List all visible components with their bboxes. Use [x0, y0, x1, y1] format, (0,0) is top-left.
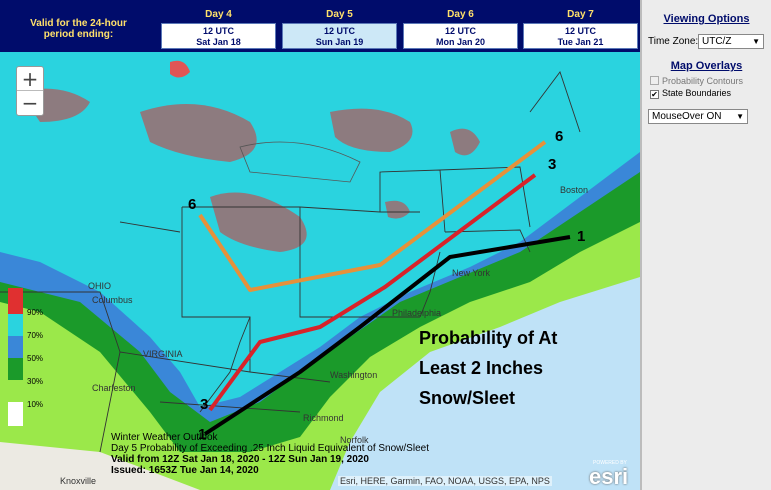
valid-label-line2: period ending:: [43, 29, 114, 40]
probability-line-orange: [198, 140, 547, 292]
probability-contours-label: Probability Contours: [662, 76, 744, 86]
caption-line: Day 5 Probability of Exceeding .25 Inch …: [111, 443, 429, 454]
viewing-options-title: Viewing Options: [663, 13, 750, 25]
place-label: OHIO: [88, 281, 112, 291]
day-name: Day 4: [205, 9, 232, 20]
legend-label: 10%: [27, 400, 44, 409]
day-name: Day 7: [567, 9, 594, 20]
map-canvas[interactable]: [0, 52, 640, 490]
line-label-red-start: 3: [200, 396, 209, 413]
state-boundaries: [0, 71, 581, 453]
place-label: Knoxville: [60, 476, 97, 486]
legend-swatch: [8, 336, 23, 358]
zoom-out-button[interactable]: −: [21, 91, 39, 115]
day-column-6: Day 6 12 UTC Mon Jan 20: [400, 0, 521, 52]
probability-90pct-area: [450, 128, 480, 156]
mouseover-value: MouseOver ON: [652, 111, 722, 122]
day-6-button[interactable]: 12 UTC Mon Jan 20: [403, 23, 518, 49]
legend-swatch: [8, 288, 23, 314]
day-column-7: Day 7 12 UTC Tue Jan 21: [520, 0, 641, 52]
place-label: Norfolk: [340, 435, 369, 445]
lake-outline: [239, 141, 361, 183]
legend-label: 30%: [27, 377, 44, 386]
map-overlays-title: Map Overlays: [670, 60, 743, 72]
caption-line: Issued: 1653Z Tue Jan 14, 2020: [111, 465, 259, 476]
time-zone-label: Time Zone:: [648, 36, 699, 47]
mouseover-select[interactable]: MouseOver ON ▼: [648, 109, 748, 124]
probability-90pct-area: [140, 104, 257, 162]
caption-line: Winter Weather Outlook: [111, 432, 218, 443]
day-time: 12 UTC: [202, 26, 234, 36]
valid-label-line1: Valid for the 24-hour: [30, 18, 127, 29]
day-name: Day 6: [447, 9, 474, 20]
legend-swatch: [8, 358, 23, 380]
annotation-line: Least 2 Inches: [419, 358, 544, 378]
day-time: 12 UTC: [444, 26, 476, 36]
valid-period-label: Valid for the 24-hour period ending:: [0, 0, 157, 52]
probability-90pct-spot: [170, 60, 190, 78]
esri-logo[interactable]: POWERED BY esri: [583, 460, 635, 489]
probability-line-red: [208, 173, 537, 412]
annotation-line: Snow/Sleet: [419, 388, 516, 408]
day-selector-header: Valid for the 24-hour period ending: Day…: [0, 0, 640, 52]
line-label-orange-start: 6: [188, 196, 197, 213]
day-date: Sat Jan 18: [196, 37, 241, 47]
zoom-in-button[interactable]: +: [17, 67, 43, 91]
legend-label: 50%: [27, 354, 44, 363]
place-label: Philadelphia: [392, 308, 442, 318]
legend-label: 90%: [27, 308, 44, 317]
time-zone-value: UTC/Z: [702, 36, 732, 47]
caption-line: Valid from 12Z Sat Jan 18, 2020 - 12Z Su…: [111, 454, 369, 465]
probability-contours-option[interactable]: Probability Contours: [650, 76, 743, 86]
place-label: Washington: [330, 370, 378, 380]
options-panel: Viewing Options Time Zone: UTC/Z ▼ Map O…: [640, 0, 771, 490]
state-boundaries-label: State Boundaries: [662, 88, 732, 98]
place-label: Boston: [560, 185, 589, 195]
map-attribution[interactable]: Esri, HERE, Garmin, FAO, NOAA, USGS, EPA…: [338, 476, 552, 486]
day-5-button[interactable]: 12 UTC Sun Jan 19: [282, 23, 397, 49]
esri-powered-text: POWERED BY: [593, 460, 627, 466]
line-label-black-end: 1: [577, 228, 586, 245]
day-name: Day 5: [326, 9, 353, 20]
day-time: 12 UTC: [323, 26, 355, 36]
state-boundaries-option[interactable]: ✔ State Boundaries: [650, 88, 731, 99]
time-zone-select[interactable]: UTC/Z ▼: [698, 34, 764, 49]
chevron-down-icon: ▼: [736, 112, 744, 121]
place-label: New York: [452, 268, 491, 278]
probability-90pct-area: [385, 200, 410, 219]
legend-swatch: [8, 380, 23, 402]
legend-swatch: [8, 402, 23, 426]
day-date: Mon Jan 20: [435, 37, 485, 47]
probability-90pct-area: [330, 108, 413, 152]
probability-contours-checkbox[interactable]: [650, 76, 659, 85]
legend-swatch: [8, 314, 23, 336]
line-label-red-end: 3: [548, 156, 557, 173]
day-column-5: Day 5 12 UTC Sun Jan 19: [279, 0, 400, 52]
chevron-down-icon: ▼: [752, 37, 760, 46]
line-label-orange-end: 6: [555, 128, 564, 145]
day-time: 12 UTC: [564, 26, 596, 36]
line-label-black-start: 1: [198, 426, 207, 443]
place-label: Charleston: [92, 383, 136, 393]
annotation-line: Probability of At: [419, 328, 558, 348]
esri-logo-text: esri: [589, 464, 629, 489]
map-caption: Winter Weather Outlook Day 5 Probability…: [111, 432, 429, 476]
place-label: VIRGINIA: [143, 349, 183, 359]
day-7-button[interactable]: 12 UTC Tue Jan 21: [523, 23, 638, 49]
probability-line-black: [203, 235, 571, 436]
forecast-map[interactable]: OHIO Columbus VIRGINIA Charleston Richmo…: [0, 52, 640, 490]
zoom-control: + −: [16, 66, 44, 116]
day-column-4: Day 4 12 UTC Sat Jan 18: [158, 0, 279, 52]
annotation-title: Probability of At Least 2 Inches Snow/Sl…: [419, 323, 629, 413]
day-4-button[interactable]: 12 UTC Sat Jan 18: [161, 23, 276, 49]
legend-label: 70%: [27, 331, 44, 340]
day-date: Sun Jan 19: [315, 37, 364, 47]
place-label: Richmond: [303, 413, 344, 423]
place-label: Columbus: [92, 295, 133, 305]
state-boundaries-checkbox[interactable]: ✔: [650, 90, 659, 99]
day-date: Tue Jan 21: [557, 37, 604, 47]
probability-legend: [8, 288, 23, 426]
